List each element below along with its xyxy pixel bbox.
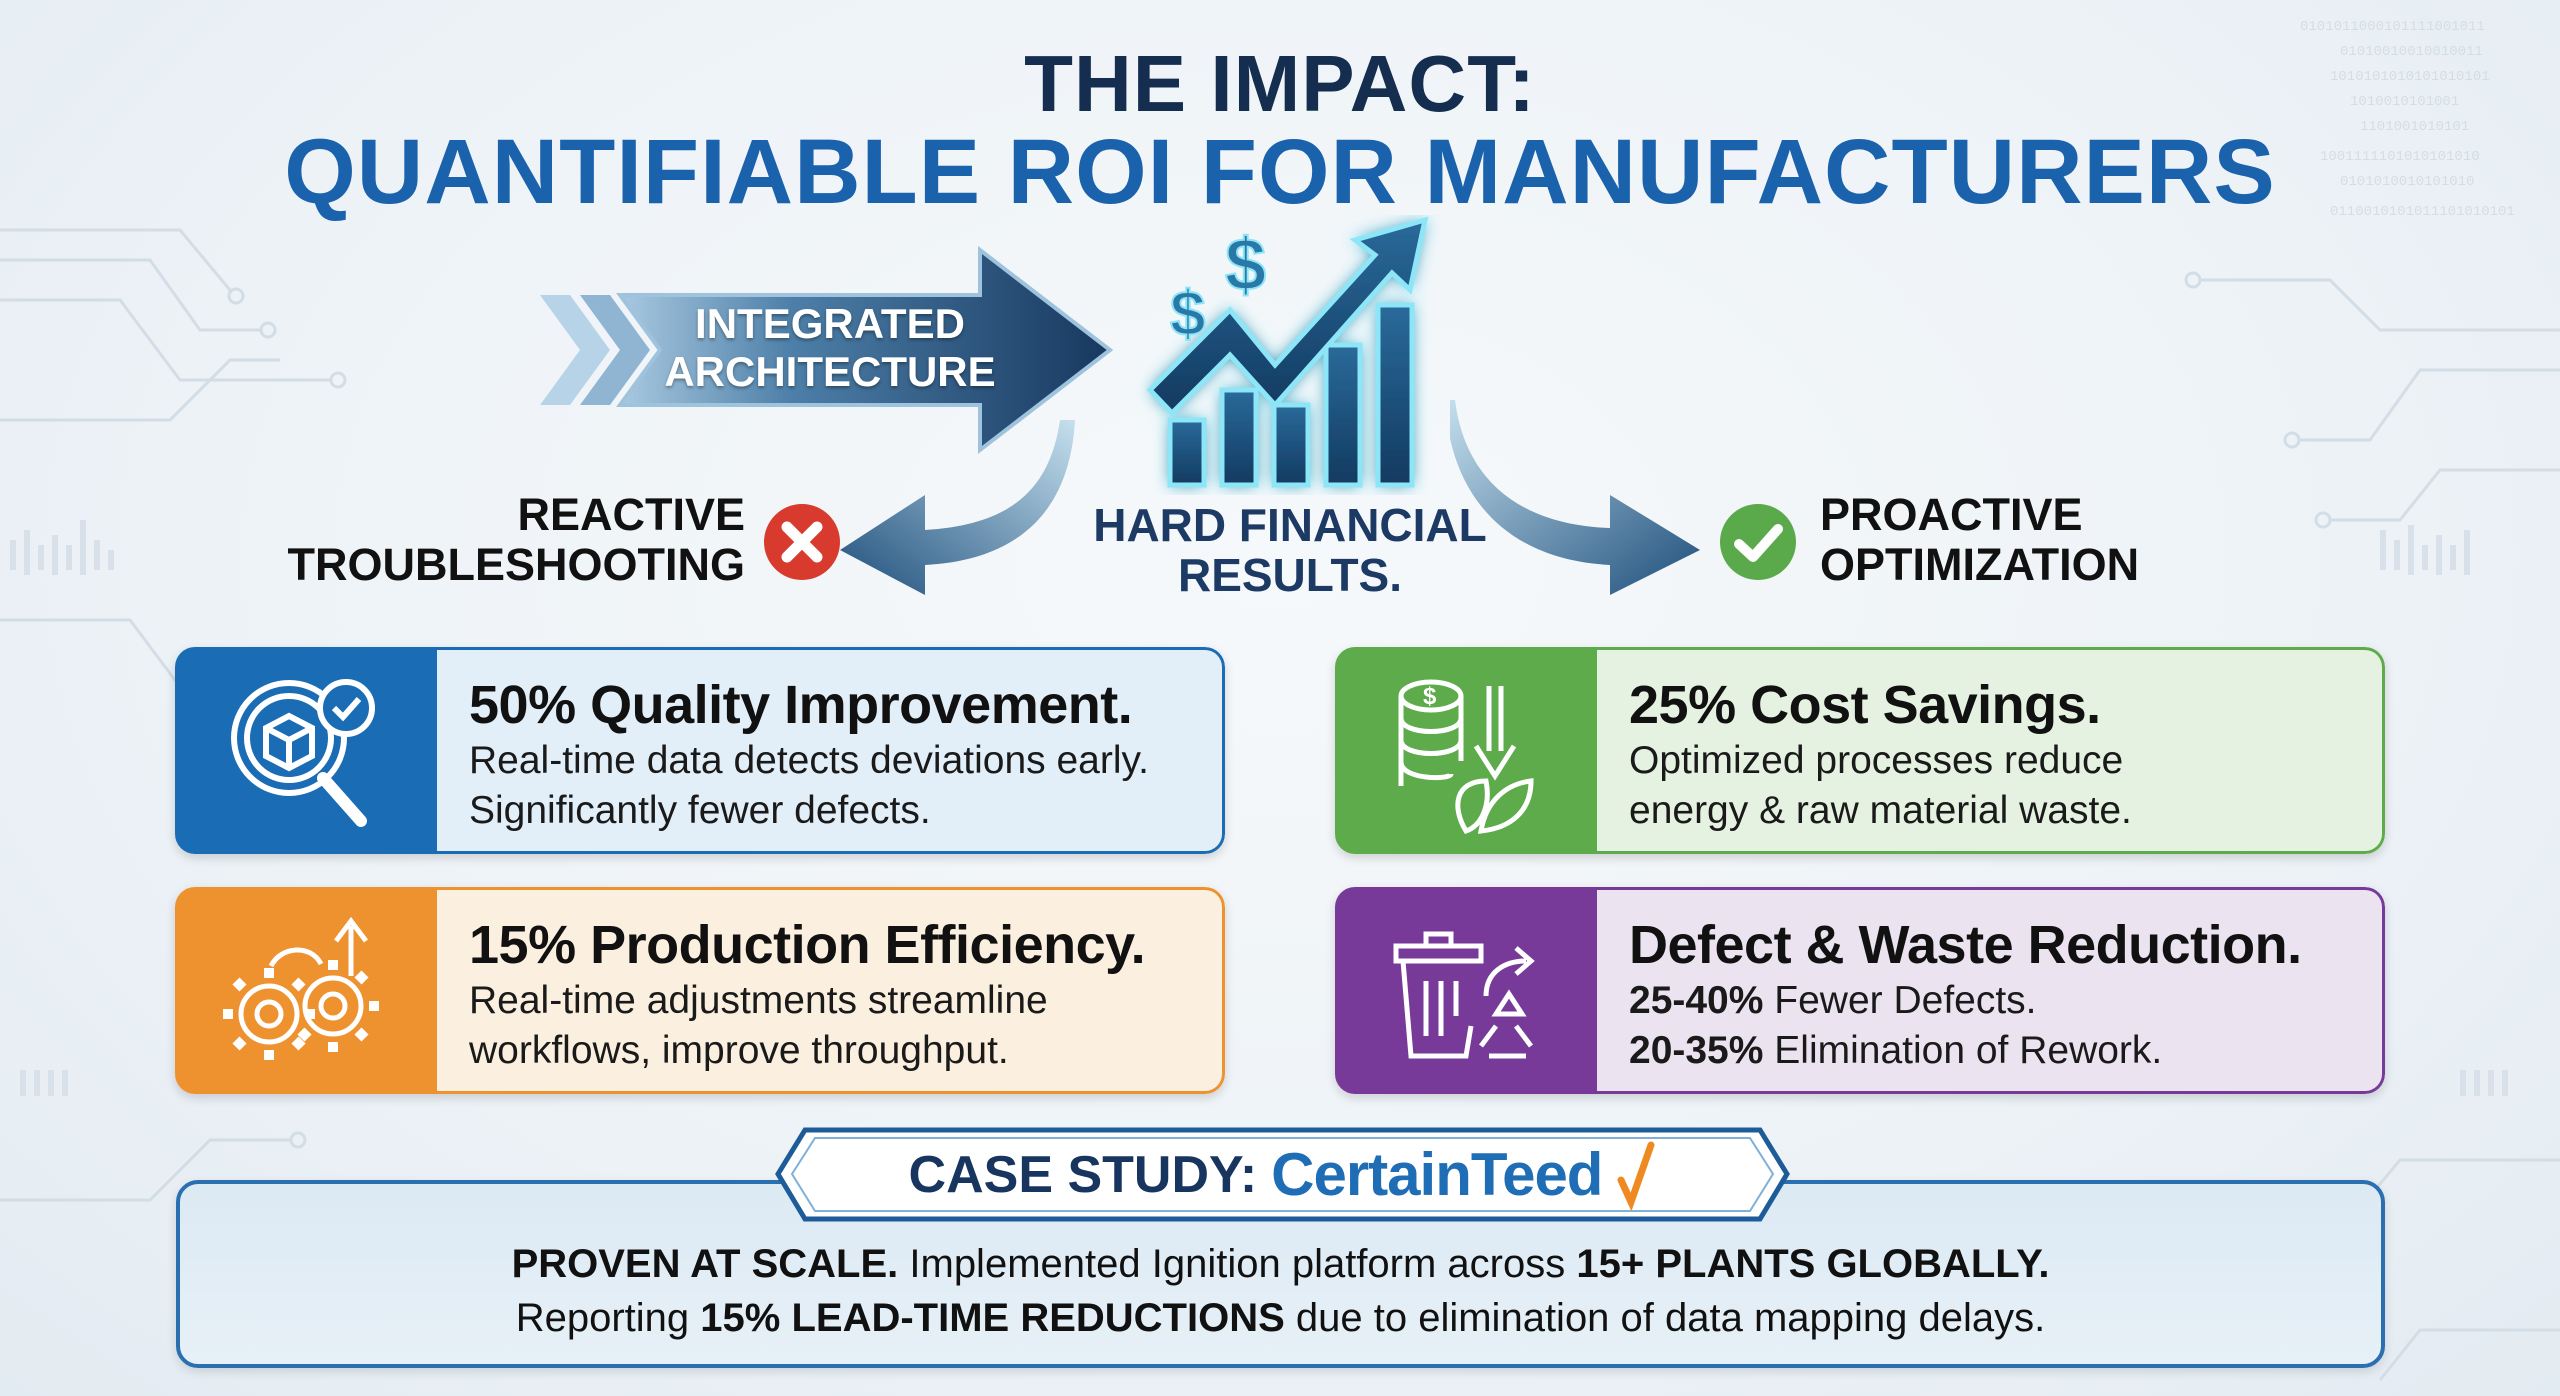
cost-icon-panel: $ [1335,647,1597,854]
emphasis: PROVEN AT SCALE. [511,1242,899,1286]
card-title: 15% Production Efficiency. [469,915,1146,975]
stat-text: Elimination of Rework. [1763,1029,2163,1072]
stat-value: 20-35% [1629,1029,1764,1072]
case-study-line-1: PROVEN AT SCALE. Implemented Ignition pl… [180,1242,2381,1287]
svg-text:1101001010101: 1101001010101 [2360,119,2469,135]
arrow-label-line1: INTEGRATED [695,300,965,347]
case-study-line-2: Reporting 15% LEAD-TIME REDUCTIONS due t… [180,1296,2381,1341]
efficiency-icon-panel [175,887,437,1094]
text: due to elimination of data mapping delay… [1284,1296,2046,1340]
gears-up-arrow-icon [223,916,379,1060]
card-line: Optimized processes reduce [1629,739,2124,782]
title-line-1: THE IMPACT: [1024,39,1536,128]
reactive-line2: TROUBLESHOOTING [287,539,746,590]
arrow-label-line2: ARCHITECTURE [664,348,996,395]
card-production-efficiency: 15% Production Efficiency. Real-time adj… [175,887,1225,1094]
check-circle-icon [1720,504,1796,580]
brand-check-icon [1617,1141,1655,1210]
text: Implemented Ignition platform across [898,1242,1577,1286]
svg-text:01010010010010011: 01010010010010011 [2340,44,2483,60]
emphasis: 15% LEAD-TIME REDUCTIONS [700,1296,1285,1340]
svg-text:0110010101011101010101: 0110010101011101010101 [2330,204,2515,220]
card-line: energy & raw material waste. [1629,789,2132,832]
stat-text: Fewer Defects. [1763,979,2037,1022]
x-circle-icon [764,504,840,580]
svg-text:0101010010101010: 0101010010101010 [2340,174,2474,190]
text: Reporting [515,1296,701,1340]
case-study-label: CASE STUDY: [908,1145,1258,1204]
banner-shape [775,1127,1790,1222]
svg-text:1001111101010101010: 1001111101010101010 [2320,149,2480,165]
reactive-troubleshooting-label: REACTIVE TROUBLESHOOTING [200,489,746,590]
curved-arrow-right-icon [1450,400,1700,595]
waste-icon-panel [1335,887,1597,1094]
svg-text:1010101010101010101: 1010101010101010101 [2330,69,2490,85]
curved-arrow-left-icon [840,420,1075,595]
card-title: Defect & Waste Reduction. [1629,915,2302,975]
card-line: 25-40% Fewer Defects. [1629,976,2382,1026]
svg-text:$: $ [1423,683,1437,710]
growth-chart-dollar-icon: $ $ [1146,216,1429,488]
hard-line2: RESULTS. [1177,549,1403,601]
chevron-arrow-right-icon [540,245,1114,455]
svg-text:$: $ [1225,223,1266,306]
proactive-line2: OPTIMIZATION [1820,539,2140,590]
integrated-architecture-label: INTEGRATED ARCHITECTURE [640,300,1020,396]
card-line: 20-35% Elimination of Rework. [1629,1026,2382,1076]
emphasis: 15+ PLANTS GLOBALLY. [1576,1242,2050,1286]
trash-recycle-icon [1393,931,1535,1058]
case-study-banner: CASE STUDY: CertainTeed [775,1127,1790,1222]
svg-text:$: $ [1170,277,1206,349]
certainteed-logo: CertainTeed [1271,1141,1603,1208]
card-line: workflows, improve throughput. [469,1029,1009,1072]
title-line-2: QUANTIFIABLE ROI FOR MANUFACTURERS [284,121,2276,223]
quality-icon-panel [175,647,437,854]
coins-down-leaf-icon: $ [1398,679,1534,834]
card-quality-improvement: 50% Quality Improvement. Real-time data … [175,647,1225,854]
card-cost-savings: $ 25% Cost Savings. Optimized processes … [1335,647,2385,854]
card-defect-waste-reduction: Defect & Waste Reduction. 25-40% Fewer D… [1335,887,2385,1094]
proactive-line1: PROACTIVE [1820,489,2083,540]
magnifier-box-check-icon [231,678,375,827]
stat-value: 25-40% [1629,979,1764,1022]
card-title: 25% Cost Savings. [1629,675,2101,735]
proactive-optimization-label: PROACTIVE OPTIMIZATION [1820,490,2320,590]
svg-text:0101011000101111001011: 0101011000101111001011 [2300,19,2485,35]
svg-text:1010010101001: 1010010101001 [2350,94,2459,110]
hard-financial-results-label: HARD FINANCIAL RESULTS. [1040,500,1540,600]
hard-line1: HARD FINANCIAL [1093,499,1487,551]
reactive-line1: REACTIVE [517,489,745,540]
card-line: Significantly fewer defects. [469,789,931,832]
card-line: Real-time adjustments streamline [469,979,1048,1022]
card-title: 50% Quality Improvement. [469,675,1133,735]
card-line: Real-time data detects deviations early. [469,739,1149,782]
